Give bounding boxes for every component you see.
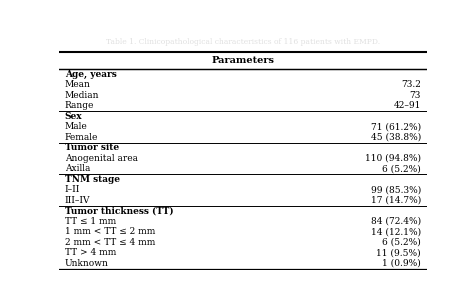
Text: Tumor site: Tumor site (65, 143, 119, 152)
Text: TNM stage: TNM stage (65, 175, 120, 184)
Text: Axilla: Axilla (65, 164, 90, 173)
Text: 73.2: 73.2 (401, 80, 421, 89)
Text: 73: 73 (410, 91, 421, 100)
Text: Mean: Mean (65, 80, 91, 89)
Text: 11 (9.5%): 11 (9.5%) (376, 248, 421, 257)
Text: TT > 4 mm: TT > 4 mm (65, 248, 116, 257)
Text: 2 mm < TT ≤ 4 mm: 2 mm < TT ≤ 4 mm (65, 238, 155, 247)
Text: 14 (12.1%): 14 (12.1%) (371, 227, 421, 236)
Text: Range: Range (65, 101, 94, 110)
Text: 99 (85.3%): 99 (85.3%) (371, 185, 421, 194)
Text: Median: Median (65, 91, 99, 100)
Text: 6 (5.2%): 6 (5.2%) (383, 164, 421, 173)
Text: Tumor thickness (TT): Tumor thickness (TT) (65, 206, 173, 215)
Text: Table 1. Clinicopathological characteristics of 116 patients with EMPD.: Table 1. Clinicopathological characteris… (106, 38, 380, 46)
Text: Unknown: Unknown (65, 259, 109, 268)
Text: I–II: I–II (65, 185, 80, 194)
Text: 17 (14.7%): 17 (14.7%) (371, 196, 421, 205)
Text: 71 (61.2%): 71 (61.2%) (371, 122, 421, 131)
Text: 6 (5.2%): 6 (5.2%) (383, 238, 421, 247)
Text: Female: Female (65, 133, 98, 142)
Text: 110 (94.8%): 110 (94.8%) (365, 154, 421, 163)
Text: Male: Male (65, 122, 88, 131)
Text: 42–91: 42–91 (394, 101, 421, 110)
Text: 45 (38.8%): 45 (38.8%) (371, 133, 421, 142)
Text: 1 mm < TT ≤ 2 mm: 1 mm < TT ≤ 2 mm (65, 227, 155, 236)
Text: Anogenital area: Anogenital area (65, 154, 138, 163)
Text: 1 (0.9%): 1 (0.9%) (383, 259, 421, 268)
Text: III–IV: III–IV (65, 196, 90, 205)
Text: Age, years: Age, years (65, 70, 117, 79)
Text: Sex: Sex (65, 112, 82, 121)
Text: 84 (72.4%): 84 (72.4%) (371, 217, 421, 226)
Text: TT ≤ 1 mm: TT ≤ 1 mm (65, 217, 116, 226)
Text: Parameters: Parameters (211, 56, 274, 65)
